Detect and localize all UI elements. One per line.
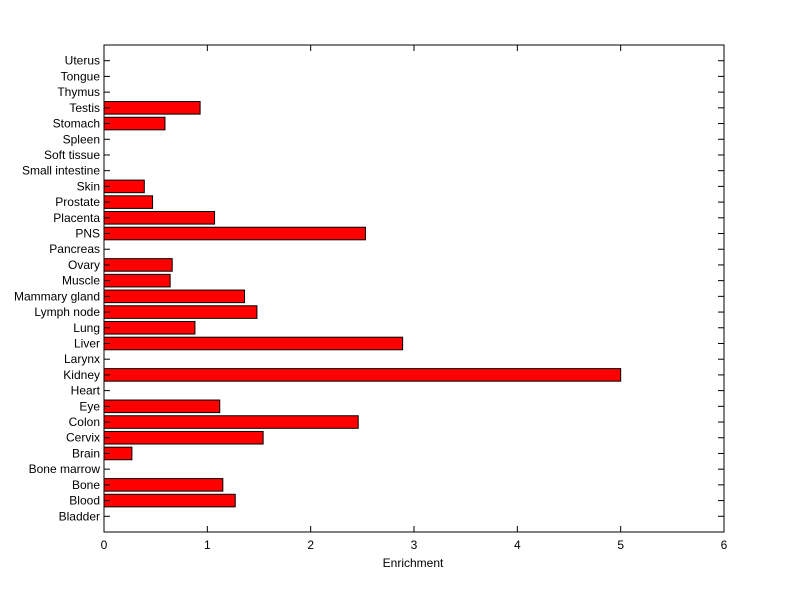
y-tick-label: Bone — [72, 478, 100, 492]
y-tick-label: Muscle — [62, 274, 100, 288]
bar-bone — [103, 478, 224, 492]
x-tick-label: 6 — [721, 538, 728, 552]
y-tick-label: Blood — [69, 494, 100, 508]
bar-testis — [103, 101, 201, 115]
y-tick-label: Cervix — [66, 431, 100, 445]
x-tick-label: 4 — [514, 538, 521, 552]
y-tick-label: Prostate — [55, 195, 100, 209]
y-tick-label: Bone marrow — [29, 462, 101, 476]
y-tick-label: Mammary gland — [14, 289, 100, 303]
bar-liver — [103, 336, 404, 351]
y-tick-label: Larynx — [64, 352, 100, 366]
plot-area-frame — [103, 44, 725, 533]
x-tick-label: 3 — [411, 538, 418, 552]
y-tick-label: Liver — [74, 336, 100, 350]
bar-kidney — [103, 368, 622, 382]
y-tick-label: Uterus — [65, 54, 100, 68]
bar-ovary — [103, 258, 173, 272]
x-tick-labels: 0 1 2 3 4 5 6 — [101, 538, 728, 552]
bar-blood — [103, 493, 236, 508]
bar-colon — [103, 415, 359, 429]
y-tick-label: Skin — [77, 179, 100, 193]
y-tick-label: Spleen — [63, 132, 100, 146]
bar-lymph-node — [103, 305, 258, 319]
x-axis-label: Enrichment — [383, 556, 444, 570]
bar-muscle — [103, 273, 171, 288]
y-tick-label: Tongue — [61, 69, 101, 83]
bar-eye — [103, 399, 221, 414]
y-tick-label: Pancreas — [49, 242, 100, 256]
bar-mammary-gland — [103, 289, 246, 304]
bar-skin — [103, 179, 145, 194]
y-tick-label: Brain — [72, 446, 100, 460]
y-tick-label: Thymus — [57, 85, 100, 99]
y-tick-label: PNS — [75, 227, 100, 241]
bar-prostate — [103, 195, 154, 209]
y-tick-label: Ovary — [68, 258, 100, 272]
y-tick-label: Kidney — [63, 368, 100, 382]
y-tick-label: Eye — [79, 399, 100, 413]
y-tick-label: Lung — [73, 321, 100, 335]
y-tick-label: Testis — [69, 101, 100, 115]
bar-cervix — [103, 430, 264, 445]
y-tick-label: Stomach — [53, 117, 100, 131]
axis-ticks — [103, 45, 725, 532]
bar-lung — [103, 320, 196, 335]
y-tick-label: Placenta — [53, 211, 100, 225]
x-tick-label: 0 — [101, 538, 108, 552]
y-tick-label: Bladder — [59, 509, 100, 523]
y-tick-label: Heart — [71, 384, 101, 398]
bar-stomach — [103, 116, 166, 131]
x-tick-label: 1 — [204, 538, 211, 552]
x-tick-label: 2 — [307, 538, 314, 552]
y-tick-label: Colon — [69, 415, 100, 429]
bar-pns — [103, 226, 366, 241]
bar-placenta — [103, 211, 216, 225]
bars — [103, 101, 622, 508]
y-tick-label: Small intestine — [22, 164, 100, 178]
x-tick-label: 5 — [617, 538, 624, 552]
y-tick-label: Lymph node — [34, 305, 100, 319]
y-tick-label: Soft tissue — [44, 148, 100, 162]
